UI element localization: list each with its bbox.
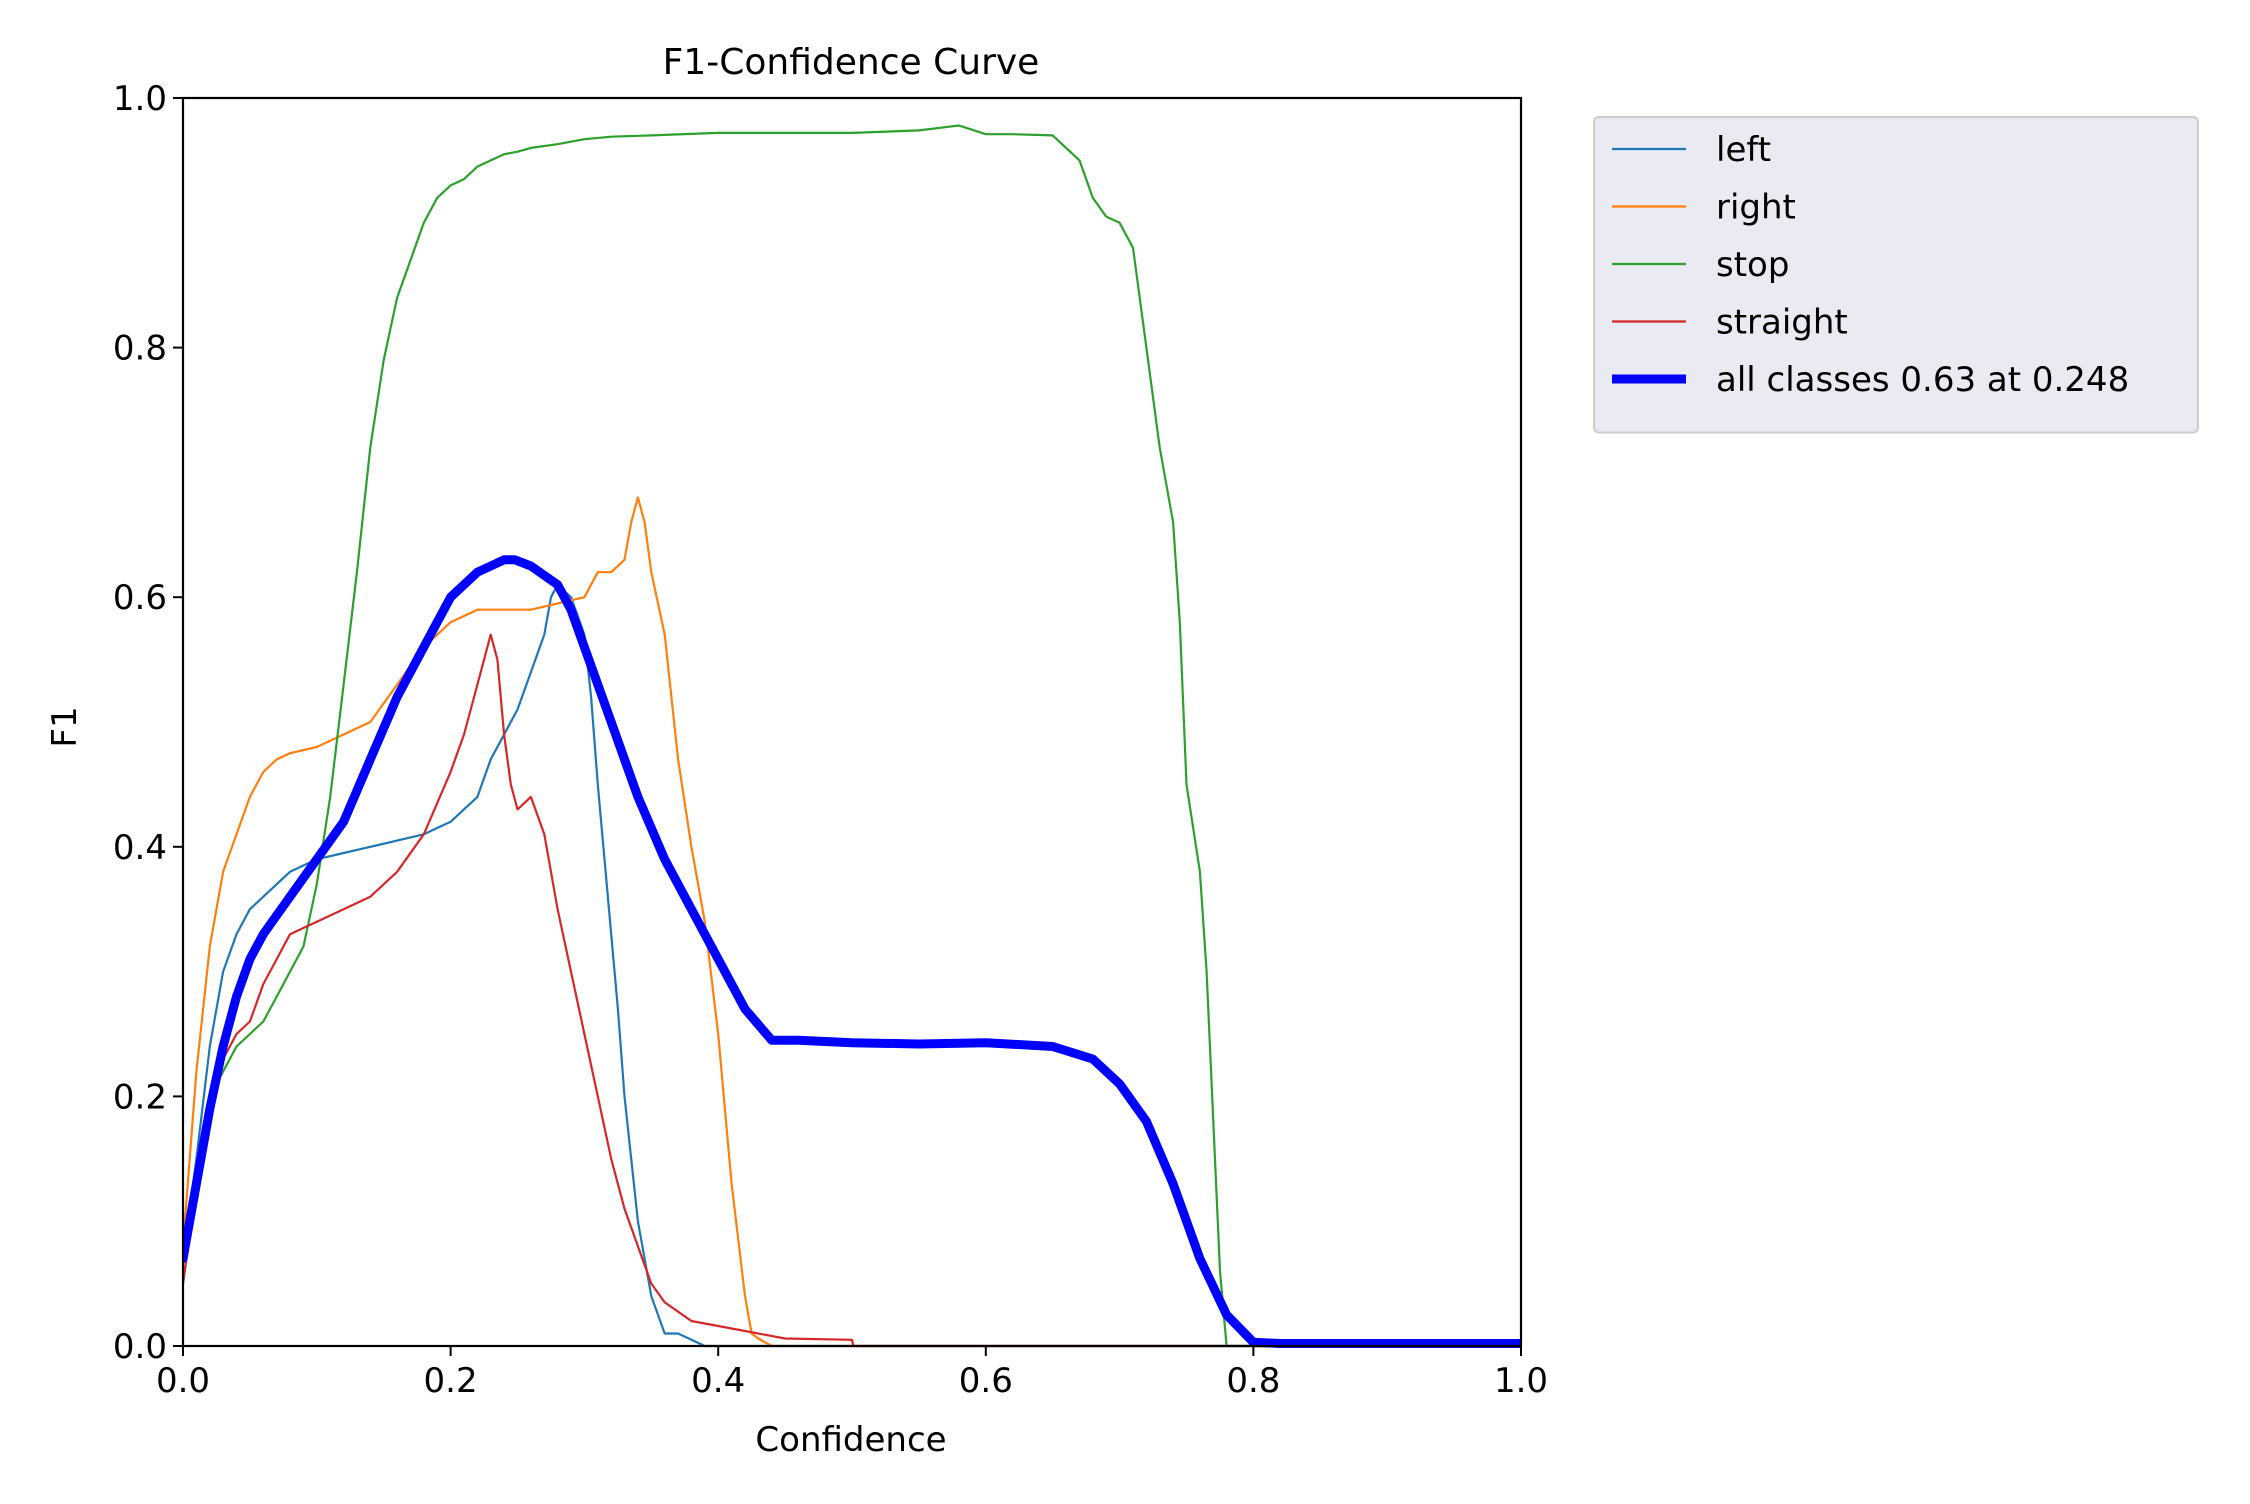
legend: left right stop straight all classes 0.63 at…	[1593, 116, 2199, 434]
legend-label: stop	[1716, 245, 1789, 285]
x-axis-ticks: 0.0 0.2 0.4 0.6 0.8 1.0	[156, 1346, 1548, 1401]
chart-title: F1-Confidence Curve	[663, 42, 1040, 83]
series-layer	[183, 124, 1521, 1348]
y-tick-label: 0.8	[113, 329, 167, 369]
x-axis-label: Confidence	[755, 1420, 946, 1460]
legend-label: straight	[1716, 303, 1848, 343]
x-tick-label: 0.8	[1226, 1361, 1280, 1401]
series-line-left	[183, 583, 1521, 1348]
y-axis-ticks: 0.0 0.2 0.4 0.6 0.8 1.0	[113, 79, 183, 1367]
plot-frame	[181, 96, 1523, 1348]
legend-label: right	[1716, 188, 1796, 228]
legend-label: all classes 0.63 at 0.248	[1716, 360, 2129, 400]
x-tick-label: 0.4	[691, 1361, 745, 1401]
y-tick-label: 0.4	[113, 828, 167, 868]
legend-box	[1593, 116, 2199, 434]
y-tick-label: 0.0	[113, 1327, 167, 1367]
x-tick-label: 0.6	[959, 1361, 1013, 1401]
y-axis-label: F1	[45, 706, 85, 747]
series-line-straight	[183, 633, 1521, 1348]
x-tick-label: 0.2	[424, 1361, 478, 1401]
series-line-all	[183, 555, 1521, 1348]
x-tick-label: 0.0	[156, 1361, 210, 1401]
legend-label: left	[1716, 130, 1771, 170]
y-tick-label: 1.0	[113, 79, 167, 119]
y-tick-label: 0.2	[113, 1077, 167, 1117]
series-line-right	[183, 496, 1521, 1348]
x-tick-label: 1.0	[1494, 1361, 1548, 1401]
series-line-stop	[183, 124, 1521, 1348]
y-tick-label: 0.6	[113, 578, 167, 618]
